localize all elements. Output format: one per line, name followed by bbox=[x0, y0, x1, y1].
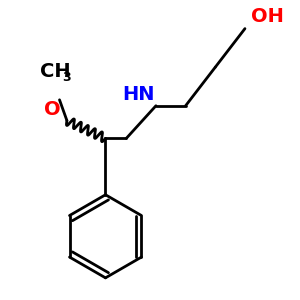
Text: CH: CH bbox=[40, 61, 71, 80]
Text: OH: OH bbox=[251, 7, 284, 26]
Text: HN: HN bbox=[122, 85, 154, 104]
Text: 3: 3 bbox=[62, 70, 71, 83]
Text: O: O bbox=[44, 100, 61, 119]
